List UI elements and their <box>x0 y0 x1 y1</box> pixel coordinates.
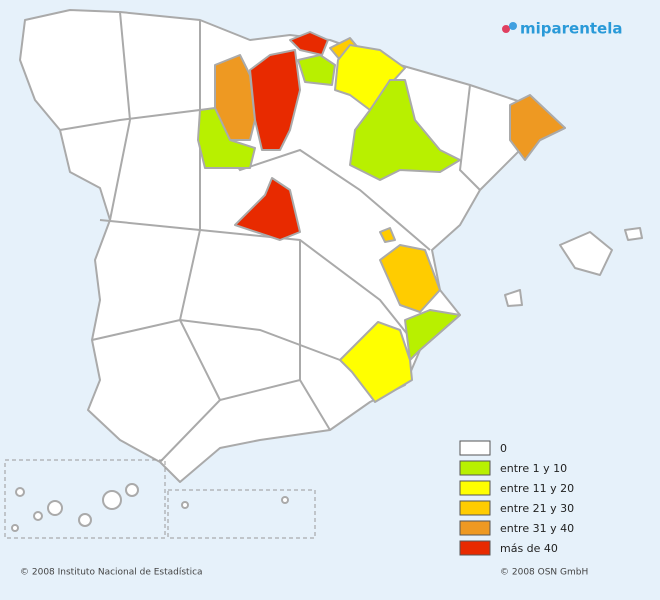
legend-label: 0 <box>500 442 507 455</box>
province <box>404 309 461 361</box>
province <box>234 177 301 241</box>
logo: miparentela <box>502 20 623 38</box>
province <box>509 94 566 161</box>
legend-swatch <box>459 500 491 516</box>
province <box>379 227 396 243</box>
legend-label: entre 31 y 40 <box>500 522 574 535</box>
balearic-island <box>559 231 613 276</box>
credit-left: © 2008 Instituto Nacional de Estadística <box>20 568 203 578</box>
province <box>339 321 413 403</box>
balearic-island <box>624 227 643 241</box>
province <box>379 244 441 313</box>
legend: 0 entre 1 y 10 entre 11 y 20 entre 21 y 30 e… <box>459 440 574 556</box>
balearic-island <box>504 289 523 307</box>
legend-label: más de 40 <box>500 542 558 555</box>
province <box>349 79 461 181</box>
province <box>197 107 256 169</box>
legend-label: entre 11 y 20 <box>500 482 574 495</box>
logo-text: miparentela <box>520 20 623 38</box>
ceuta-melilla-inset <box>167 489 316 539</box>
legend-label: entre 21 y 30 <box>500 502 574 515</box>
legend-swatch <box>459 440 491 456</box>
province <box>297 54 336 86</box>
province <box>249 49 301 151</box>
legend-label: entre 1 y 10 <box>500 462 567 475</box>
legend-swatch <box>459 480 491 496</box>
canary-inset <box>4 459 166 539</box>
legend-swatch <box>459 520 491 536</box>
province <box>289 31 329 56</box>
credit-right: © 2008 OSN GmbH <box>500 568 588 578</box>
province-borders <box>59 11 481 463</box>
legend-swatch <box>459 540 491 556</box>
canary-islands <box>11 483 289 532</box>
legend-swatch <box>459 460 491 476</box>
